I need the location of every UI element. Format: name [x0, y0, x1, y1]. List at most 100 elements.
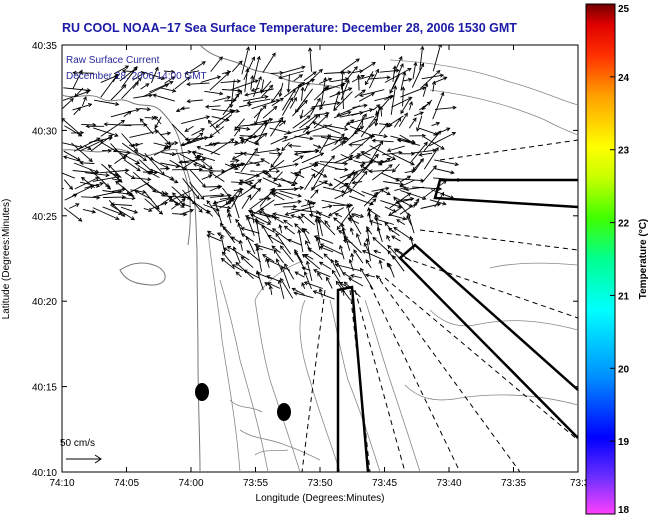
current-vector [281, 266, 291, 289]
current-vector [322, 186, 345, 193]
current-vector-head [376, 104, 381, 109]
current-vector-head [355, 154, 360, 159]
current-vector [313, 269, 331, 278]
current-vector [261, 224, 274, 244]
current-vector-head [125, 168, 130, 173]
current-vector-head [129, 192, 134, 197]
current-vector [319, 134, 331, 154]
current-vector-head [324, 114, 329, 119]
current-vector-head [79, 130, 85, 135]
current-vector-head [219, 91, 224, 96]
current-vector-head [267, 234, 272, 239]
current-vector-head [353, 170, 358, 175]
current-vector [169, 151, 192, 156]
current-vector-head [236, 127, 241, 132]
current-vector [330, 259, 341, 278]
bathymetry-contours [207, 59, 578, 472]
current-vector-head [223, 247, 228, 252]
current-vector [134, 190, 152, 200]
current-vector [240, 256, 254, 269]
current-vector-head [50, 186, 53, 189]
current-vector [62, 142, 83, 149]
current-vector [293, 74, 303, 82]
current-vector [262, 52, 276, 73]
y-tick-label: 40:20 [32, 297, 57, 308]
current-vector [72, 103, 92, 111]
current-vector [150, 168, 174, 180]
current-vector-head [341, 272, 347, 276]
current-vector-head [174, 140, 179, 146]
current-vector-head [185, 76, 191, 81]
current-vector [200, 159, 213, 170]
current-vector-head [257, 178, 262, 183]
current-vector [394, 117, 401, 128]
current-vector-head [230, 236, 236, 241]
current-vector [389, 192, 411, 209]
current-vector-head [373, 118, 379, 123]
current-vector-head [442, 201, 447, 206]
current-vector-head [237, 88, 242, 93]
current-vector-head [326, 276, 330, 281]
current-vector [292, 287, 305, 296]
current-vector [322, 205, 332, 209]
current-vector-head [226, 95, 232, 100]
current-vector-head [331, 269, 336, 275]
current-vector-head [408, 77, 413, 82]
current-vector [123, 159, 141, 172]
current-vector [282, 132, 310, 143]
current-vector [319, 288, 323, 298]
current-vector [280, 245, 294, 263]
current-vector [304, 271, 312, 290]
current-vector-head [421, 86, 426, 91]
current-vector [432, 81, 435, 92]
current-vector [320, 243, 343, 255]
x-tick-label: 73:40 [436, 478, 461, 489]
current-vector-head [175, 108, 181, 113]
current-vector-head [118, 178, 123, 183]
current-vector-head [236, 79, 242, 84]
current-vector [311, 102, 340, 108]
current-vector [313, 290, 335, 300]
current-vector-head [117, 177, 122, 182]
current-vector-head [439, 73, 445, 78]
current-vector-head [450, 170, 455, 175]
current-vector [360, 151, 371, 156]
current-vector-head [180, 142, 185, 147]
current-vector-head [103, 122, 108, 127]
current-vector-head [139, 118, 144, 123]
current-vector [108, 164, 122, 179]
current-vector [262, 177, 282, 187]
current-vector-head [302, 228, 308, 233]
x-tick-label: 74:10 [49, 478, 74, 489]
current-vector [189, 182, 205, 200]
current-vector-head [375, 275, 380, 280]
current-vector-head [127, 110, 132, 115]
current-vector [351, 253, 354, 261]
current-vector-head [231, 196, 236, 201]
current-vector-head [376, 226, 381, 232]
current-vector-head [184, 70, 189, 75]
current-vector [111, 203, 132, 206]
current-vector [411, 149, 436, 154]
current-vector-head [374, 191, 379, 196]
current-vector [313, 114, 329, 129]
current-vector-head [240, 256, 245, 261]
current-vector [184, 125, 194, 132]
current-vector [120, 206, 138, 214]
current-vector [241, 47, 250, 75]
current-vector [293, 170, 301, 183]
current-vector-head [114, 172, 119, 177]
current-vector-head [205, 115, 211, 120]
current-vector-head [271, 52, 276, 57]
current-vector [380, 200, 402, 208]
current-vector [301, 213, 315, 226]
current-vector [400, 72, 406, 91]
current-vector-head [397, 138, 402, 143]
current-vector [255, 218, 261, 244]
current-vector [294, 251, 305, 270]
current-vector-head [186, 82, 191, 87]
current-vector-head [235, 158, 240, 163]
current-vector [407, 213, 415, 234]
current-vector [192, 151, 204, 155]
current-vector [400, 86, 426, 98]
